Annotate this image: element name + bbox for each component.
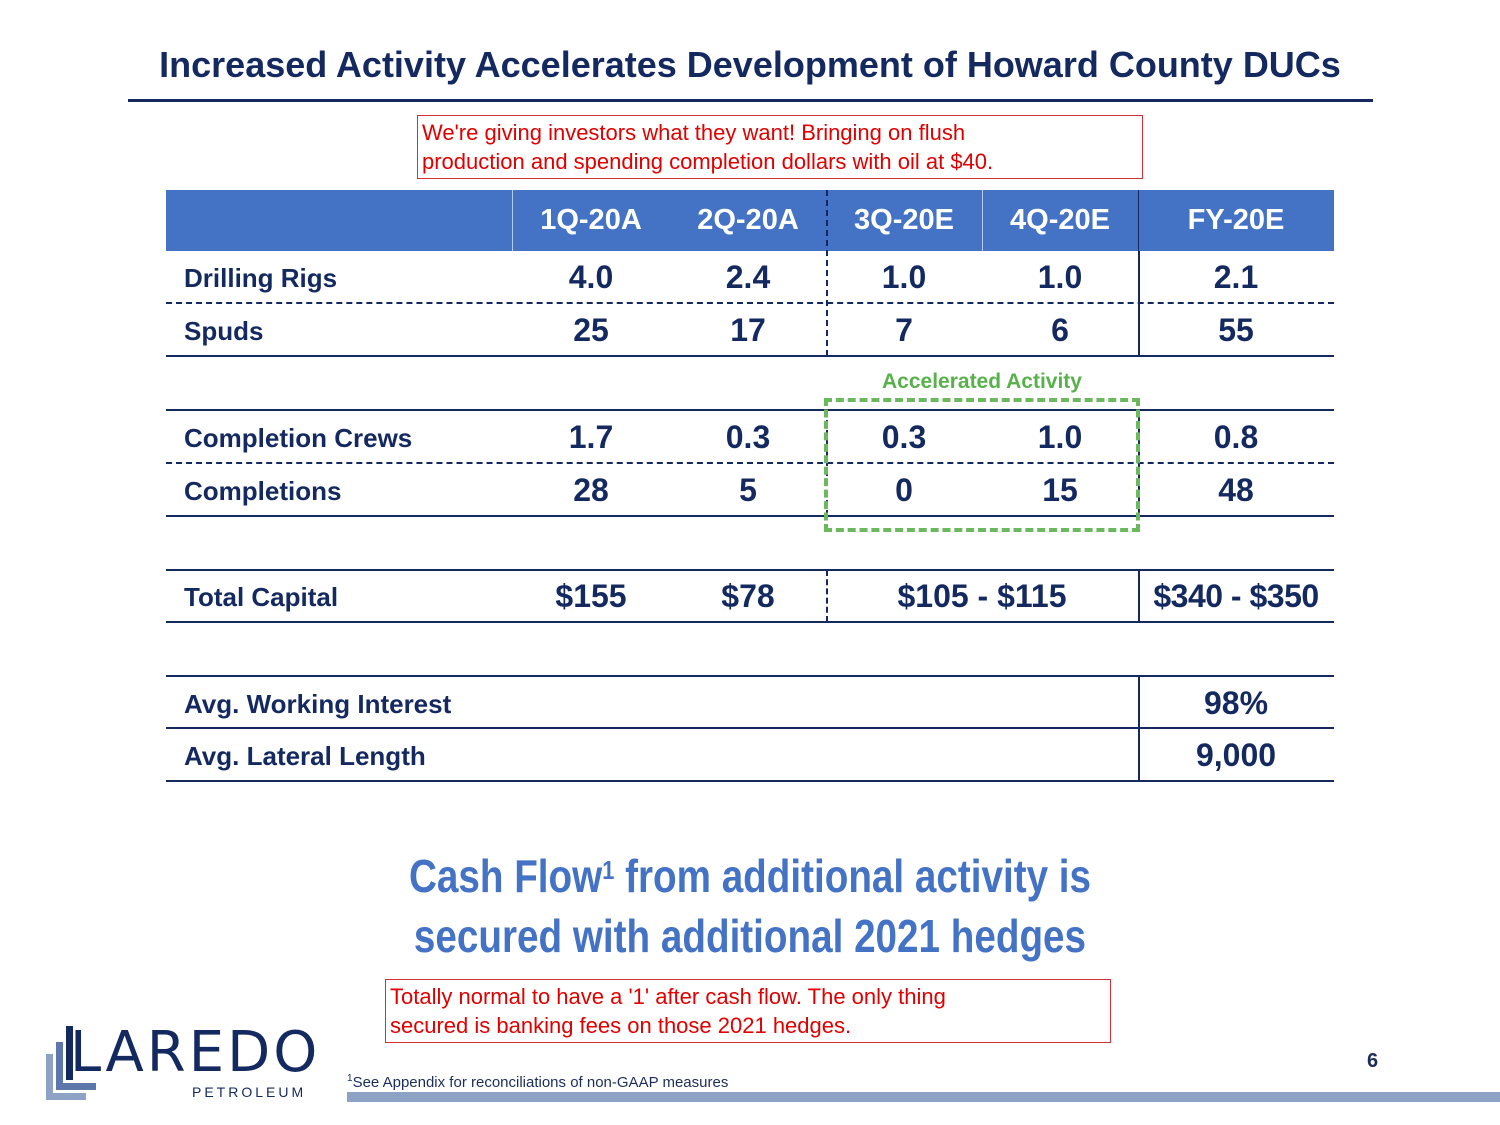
cell-value: 25 xyxy=(573,312,609,348)
cell-value: 0.3 xyxy=(881,419,927,455)
actual-estimate-divider xyxy=(826,570,828,622)
cell-value: 2.4 xyxy=(725,259,771,295)
cell-value: $340 - $350 xyxy=(1153,578,1319,614)
header-divider xyxy=(1138,190,1139,251)
header-divider xyxy=(982,190,983,251)
cell-value: 1.0 xyxy=(1037,259,1083,295)
table-header xyxy=(166,190,1334,251)
row-divider xyxy=(166,621,1334,623)
footnote: 1See Appendix for reconciliations of non… xyxy=(347,1073,728,1091)
footer-bar xyxy=(347,1092,1500,1102)
cell-value: 7 xyxy=(895,312,913,348)
cell-value: 0.3 xyxy=(725,419,771,455)
row-label: Avg. Lateral Length xyxy=(184,741,426,771)
callout-bottom-line-2: secured is banking fees on those 2021 he… xyxy=(390,1013,852,1038)
cell-value: 5 xyxy=(739,472,757,508)
row-label: Completions xyxy=(184,476,342,506)
row-label: Drilling Rigs xyxy=(184,263,338,293)
column-header-1q20a: 1Q-20A xyxy=(540,204,642,236)
cell-value: 9,000 xyxy=(1195,737,1277,773)
cell-value: 48 xyxy=(1218,472,1254,508)
row-label: Completion Crews xyxy=(184,423,413,453)
row-label: Avg. Working Interest xyxy=(184,689,452,719)
accelerated-activity-box xyxy=(824,398,1140,532)
accelerated-activity-label: Accelerated Activity xyxy=(882,370,1082,393)
cell-value: 55 xyxy=(1218,312,1254,348)
cell-value: 0.8 xyxy=(1213,419,1259,455)
cell-value: $78 xyxy=(721,578,775,614)
logo-wordmark: LAREDO xyxy=(70,1020,321,1085)
headline-part-2: from additional activity is xyxy=(614,850,1092,902)
cell-value: $105 - $115 xyxy=(897,578,1067,614)
cell-value: 4.0 xyxy=(568,259,614,295)
row-divider xyxy=(166,409,1334,411)
slide-title: Increased Activity Accelerates Developme… xyxy=(159,44,1341,85)
logo-subtitle: PETROLEUM xyxy=(192,1084,307,1100)
cell-value: 6 xyxy=(1051,312,1069,348)
headline-part-1: Cash Flow xyxy=(408,850,603,902)
cell-value: 28 xyxy=(573,472,609,508)
column-header-4q20e: 4Q-20E xyxy=(1010,204,1110,236)
cell-value: 1.0 xyxy=(1037,419,1083,455)
row-divider xyxy=(166,462,1334,464)
fy-column-divider xyxy=(1138,570,1140,622)
cell-value: 15 xyxy=(1042,472,1078,508)
callout-bottom-line-1: Totally normal to have a '1' after cash … xyxy=(390,984,946,1009)
headline-line-2: secured with additional 2021 hedges xyxy=(413,910,1087,962)
row-divider xyxy=(166,727,1334,729)
row-divider xyxy=(166,302,1334,304)
actual-estimate-divider xyxy=(826,190,828,356)
column-header-fy20e: FY-20E xyxy=(1187,204,1285,236)
callout-top-line-2: production and spending completion dolla… xyxy=(422,149,994,174)
row-divider xyxy=(166,569,1334,571)
cell-value: 17 xyxy=(730,312,766,348)
row-divider xyxy=(166,515,1334,517)
row-label: Spuds xyxy=(184,316,264,346)
cell-value: $155 xyxy=(555,578,627,614)
column-header-2q20a: 2Q-20A xyxy=(697,204,799,236)
cell-value: 2.1 xyxy=(1213,259,1259,295)
header-divider xyxy=(512,190,513,251)
callout-top-line-1: We're giving investors what they want! B… xyxy=(422,120,966,145)
row-divider xyxy=(166,675,1334,677)
title-underline xyxy=(128,99,1373,102)
callout-bottom: Totally normal to have a '1' after cash … xyxy=(385,979,1111,1043)
cell-value: 0 xyxy=(895,472,913,508)
cell-value: 1.0 xyxy=(881,259,927,295)
laredo-logo-mark xyxy=(46,1026,96,1100)
headline-footnote-marker: 1 xyxy=(602,855,615,885)
row-divider xyxy=(166,355,1334,357)
headline-line-1: Cash Flow1 from additional activity is xyxy=(288,846,1212,906)
footnote-text: See Appendix for reconciliations of non-… xyxy=(352,1074,729,1091)
callout-top: We're giving investors what they want! B… xyxy=(417,115,1143,179)
footnote-marker: 1 xyxy=(347,1073,353,1084)
row-label: Total Capital xyxy=(184,582,339,612)
column-header-3q20e: 3Q-20E xyxy=(854,204,954,236)
row-divider xyxy=(166,780,1334,782)
cell-value: 98% xyxy=(1203,685,1269,721)
page-number: 6 xyxy=(1367,1050,1379,1072)
cell-value: 1.7 xyxy=(568,419,614,455)
cash-flow-headline: Cash Flow1 from additional activity is s… xyxy=(288,846,1212,966)
